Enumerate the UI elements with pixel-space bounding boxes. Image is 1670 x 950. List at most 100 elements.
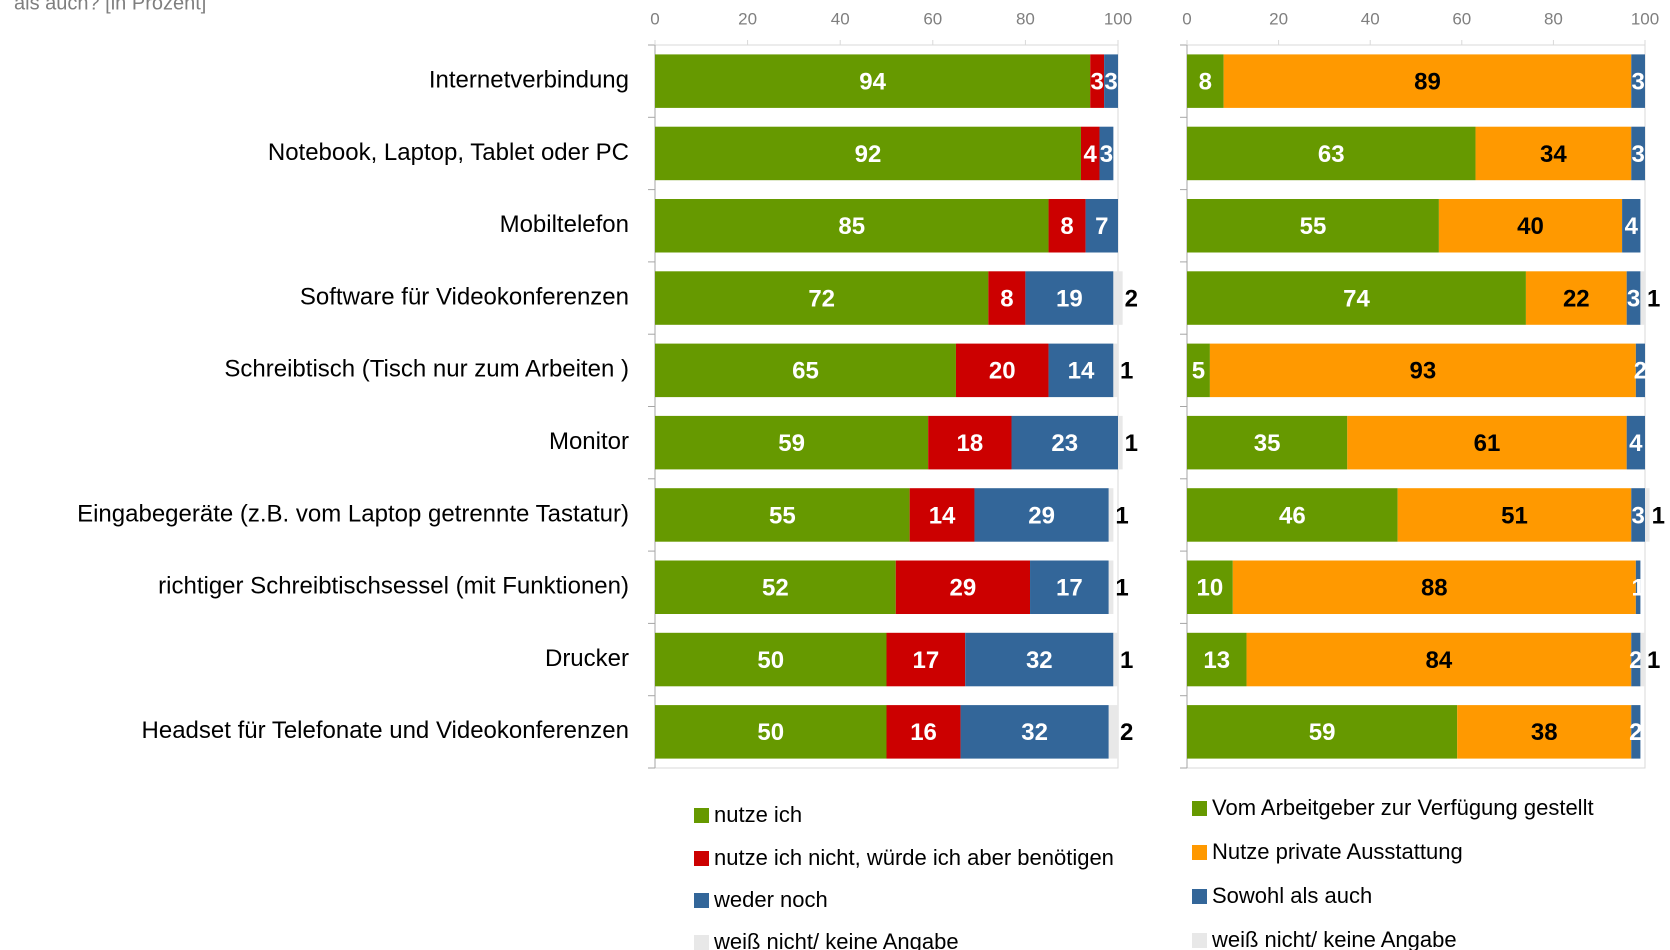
data-label: 51 xyxy=(1501,502,1528,529)
data-label: 3 xyxy=(1100,141,1113,168)
bar-segment xyxy=(655,198,1049,253)
data-label: 8 xyxy=(1199,68,1212,95)
data-label: 84 xyxy=(1426,647,1453,674)
data-label: 19 xyxy=(1056,285,1083,312)
bar-segment xyxy=(1108,705,1118,759)
bar-segment xyxy=(1622,198,1641,253)
legend-swatch xyxy=(1192,889,1207,904)
category-label: Internetverbindung xyxy=(429,66,629,93)
x-tick-label: 100 xyxy=(1631,9,1659,28)
bar-segment xyxy=(1645,488,1650,542)
data-label: 3 xyxy=(1090,68,1103,95)
category-label: Software für Videokonferenzen xyxy=(300,283,629,310)
data-label: 7 xyxy=(1095,213,1108,240)
category-label: Schreibtisch (Tisch nur zum Arbeiten ) xyxy=(224,356,629,383)
bar-segment xyxy=(1223,54,1632,108)
data-label: 20 xyxy=(989,358,1016,385)
data-label: 10 xyxy=(1197,575,1224,602)
data-label: 50 xyxy=(757,719,784,746)
data-label: 16 xyxy=(910,719,937,746)
bar-segment xyxy=(1187,54,1224,108)
bar-segment xyxy=(1457,705,1632,759)
legend-label: weiß nicht/ keine Angabe xyxy=(713,929,959,950)
bar-segment xyxy=(1025,271,1114,325)
subtitle: als auch? [in Prozent] xyxy=(14,0,206,14)
bar-segment xyxy=(960,705,1109,759)
legend-label: weder noch xyxy=(713,887,828,912)
bar-segment xyxy=(974,488,1109,542)
x-tick-label: 40 xyxy=(831,9,850,28)
data-label: 74 xyxy=(1343,285,1370,312)
data-label: 1 xyxy=(1115,502,1128,529)
bar-segment xyxy=(895,560,1031,615)
data-label: 1 xyxy=(1125,430,1138,457)
data-label: 59 xyxy=(778,430,805,457)
legend-swatch xyxy=(1192,845,1207,860)
bar-segment xyxy=(1187,343,1210,398)
bar-segment xyxy=(1080,126,1100,181)
bar-segment xyxy=(909,488,975,542)
data-label: 32 xyxy=(1021,719,1048,746)
legend-label: Vom Arbeitgeber zur Verfügung gestellt xyxy=(1212,795,1594,820)
category-label: Eingabegeräte (z.B. vom Laptop getrennte… xyxy=(77,500,629,527)
x-tick-label: 0 xyxy=(1182,9,1191,28)
x-tick-label: 0 xyxy=(650,9,659,28)
data-label: 50 xyxy=(757,647,784,674)
bar-segment xyxy=(655,343,956,398)
bar-segment xyxy=(1525,271,1627,325)
category-label: richtiger Schreibtischsessel (mit Funkti… xyxy=(158,573,629,600)
bar-segment xyxy=(1626,271,1641,325)
data-label: 94 xyxy=(859,68,886,95)
bar-segment xyxy=(1438,198,1623,253)
data-label: 72 xyxy=(808,285,835,312)
data-label: 5 xyxy=(1192,358,1205,385)
data-label: 4 xyxy=(1084,141,1098,168)
data-label: 85 xyxy=(838,213,865,240)
category-label: Drucker xyxy=(545,645,629,672)
legend-label: Sowohl als auch xyxy=(1212,883,1372,908)
data-label: 18 xyxy=(956,430,983,457)
data-label: 29 xyxy=(1028,502,1055,529)
bar-segment xyxy=(1631,126,1645,181)
bar-segment xyxy=(1631,54,1645,108)
data-label: 52 xyxy=(762,575,789,602)
bar-segment xyxy=(1048,343,1114,398)
data-label: 1 xyxy=(1115,575,1128,602)
bar-segment xyxy=(1631,632,1641,687)
data-label: 17 xyxy=(1056,575,1083,602)
data-label: 2 xyxy=(1125,285,1138,312)
data-label: 3 xyxy=(1627,285,1640,312)
bar-segment xyxy=(1347,415,1627,470)
x-tick-label: 80 xyxy=(1016,9,1035,28)
data-label: 1 xyxy=(1120,358,1133,385)
data-label: 55 xyxy=(769,502,796,529)
bar-segment xyxy=(1187,126,1476,181)
bar-segment xyxy=(655,632,887,687)
bar-segment xyxy=(988,271,1026,325)
bar-segment xyxy=(655,271,989,325)
bar-segment xyxy=(1113,343,1118,398)
bar-segment xyxy=(1099,126,1114,181)
data-label: 1 xyxy=(1647,285,1660,312)
bar-segment xyxy=(655,126,1081,181)
legend-label: nutze ich xyxy=(714,802,802,827)
bar-segment xyxy=(955,343,1049,398)
bar-segment xyxy=(1113,271,1123,325)
bar-segment xyxy=(1187,415,1348,470)
data-label: 63 xyxy=(1318,141,1345,168)
bar-segment xyxy=(1631,705,1641,759)
x-tick-label: 100 xyxy=(1104,9,1132,28)
bar-segment xyxy=(1640,271,1645,325)
bar-segment xyxy=(655,488,910,542)
x-tick-label: 20 xyxy=(738,9,757,28)
bar-segment xyxy=(1118,415,1123,470)
category-label: Monitor xyxy=(549,428,629,455)
bar-segment xyxy=(1187,560,1233,615)
data-label: 1 xyxy=(1652,502,1665,529)
legend-swatch xyxy=(694,935,709,950)
category-label: Headset für Telefonate und Videokonferen… xyxy=(142,717,629,744)
data-label: 4 xyxy=(1625,213,1639,240)
legend-swatch xyxy=(694,851,709,866)
bar-segment xyxy=(1232,560,1636,615)
data-label: 59 xyxy=(1309,719,1336,746)
